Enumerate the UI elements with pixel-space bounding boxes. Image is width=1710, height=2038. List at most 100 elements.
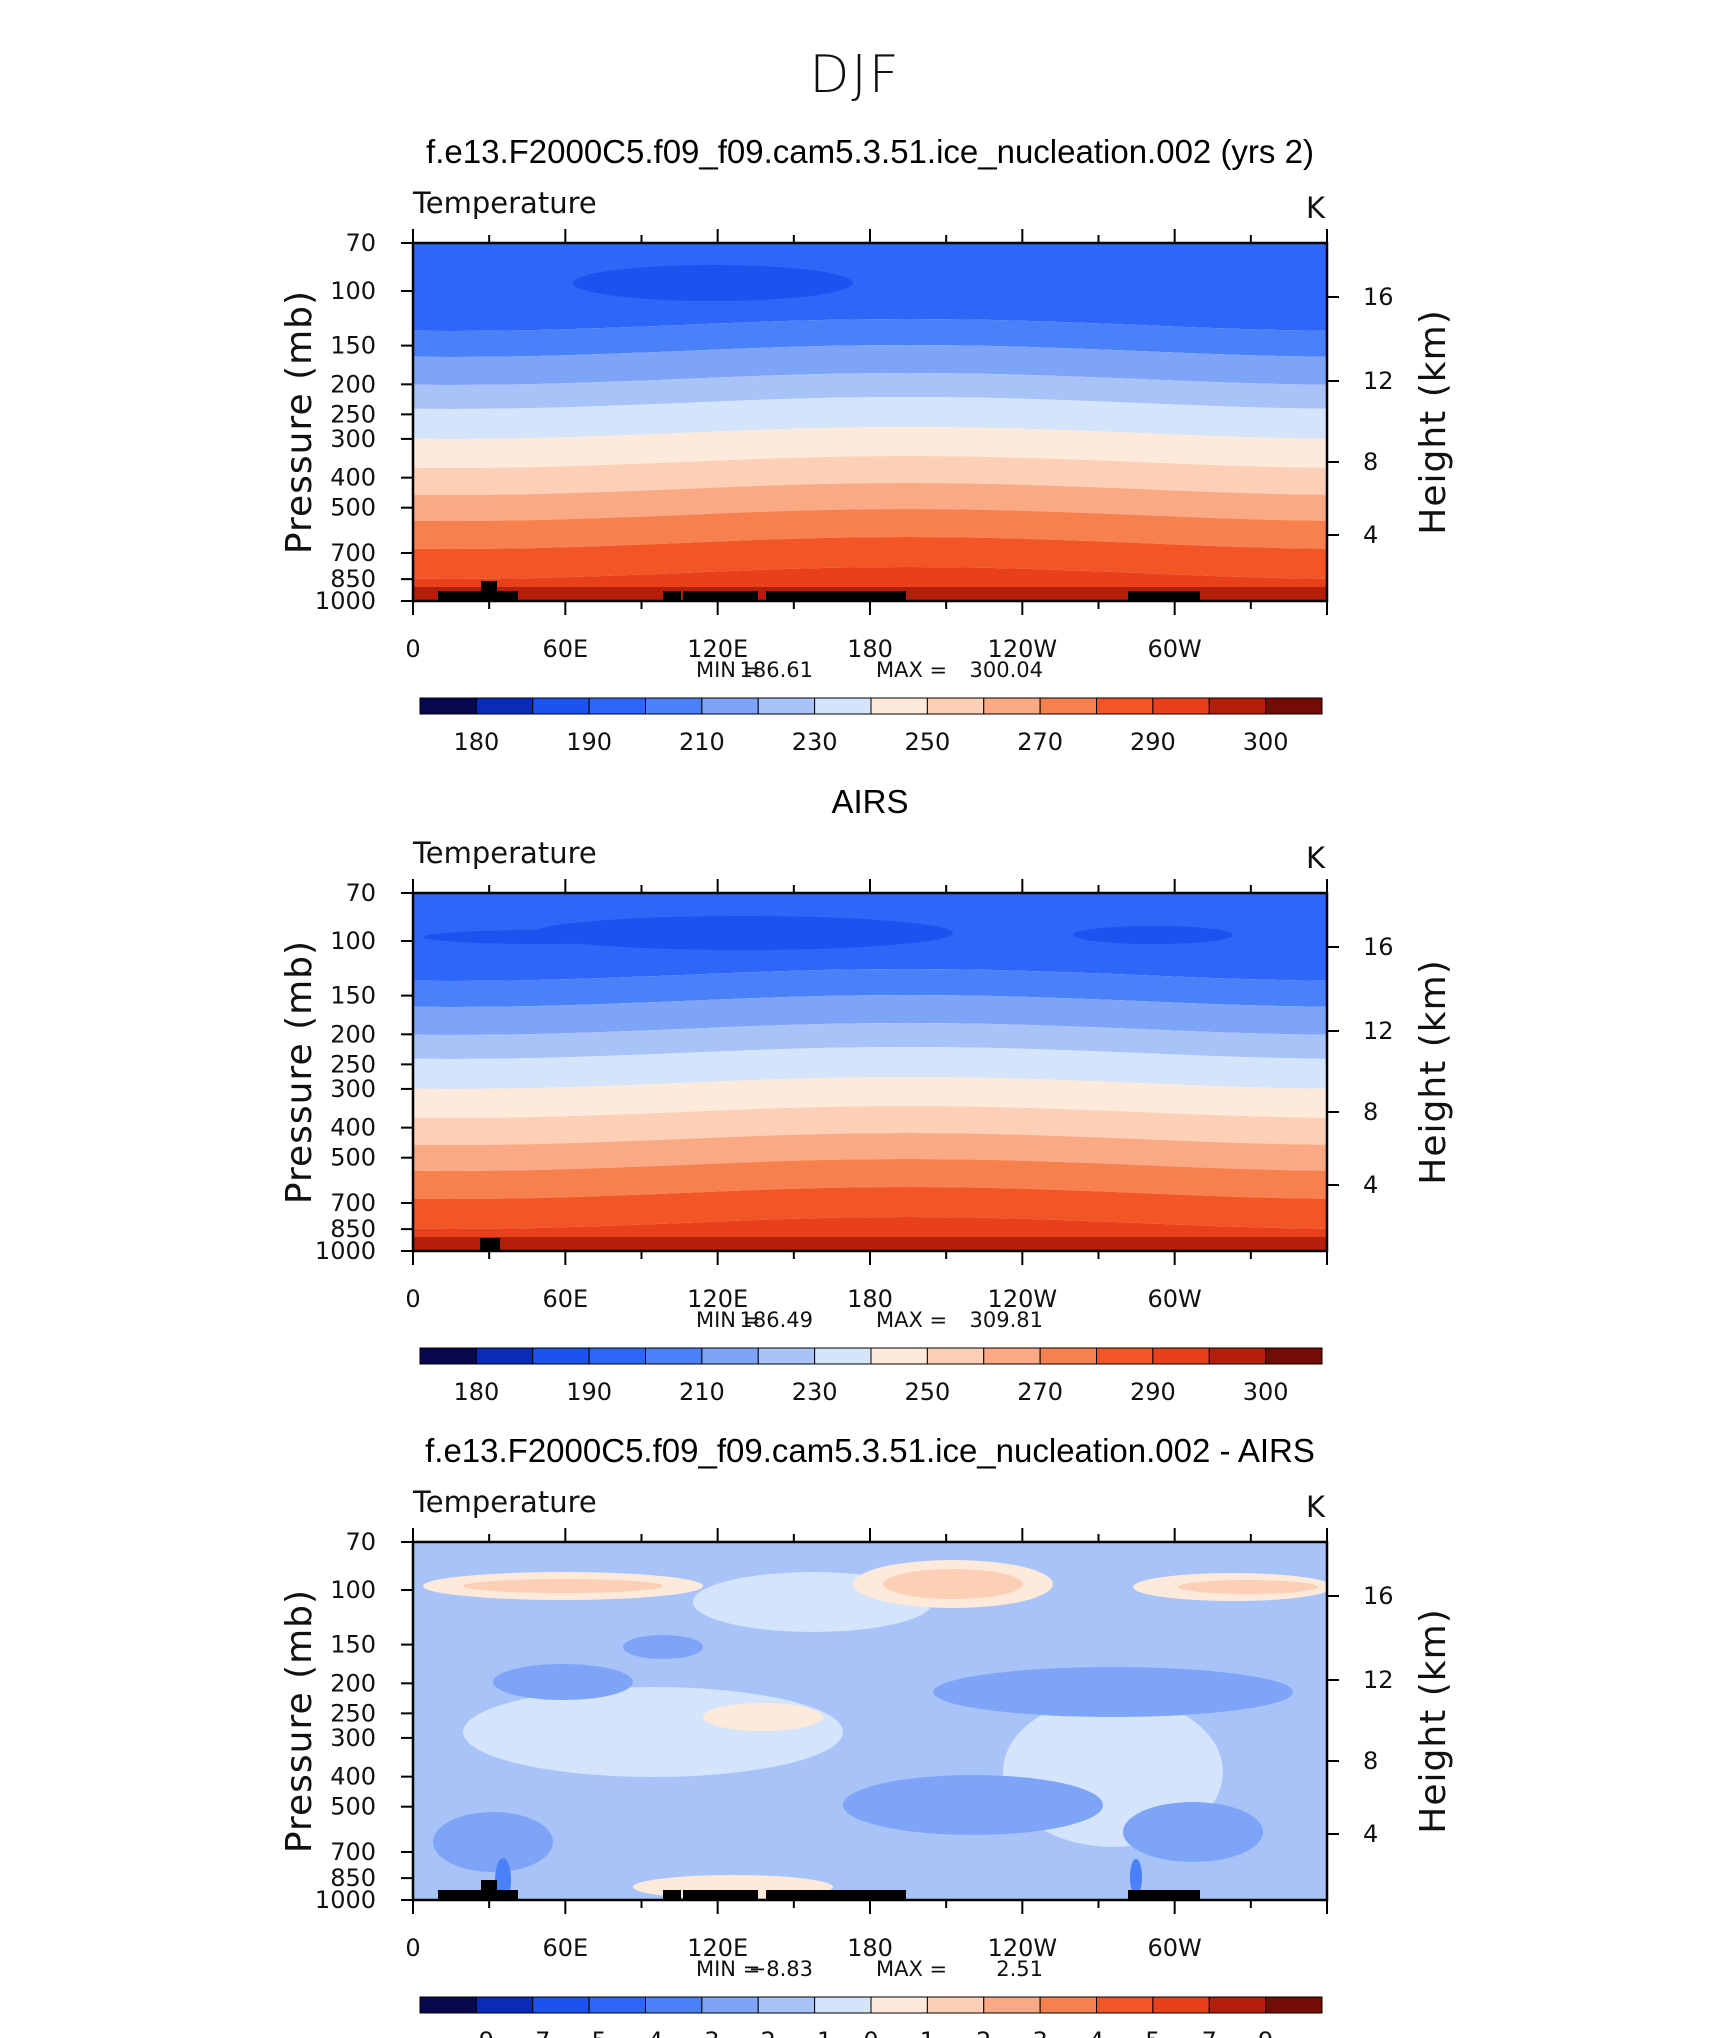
land-mask bbox=[1128, 1890, 1200, 1900]
stat-max-value: 2.51 bbox=[996, 1957, 1043, 1981]
stat-min-label: MIN = bbox=[696, 658, 760, 682]
temperature-band bbox=[413, 373, 1327, 409]
colorbar-swatch bbox=[532, 1347, 590, 1365]
pressure-tick-label: 100 bbox=[330, 277, 376, 305]
longitude-tick-label: 60E bbox=[542, 635, 588, 663]
colorbar-label: 7 bbox=[1202, 2027, 1217, 2038]
pressure-tick-label: 500 bbox=[330, 494, 376, 522]
land-mask bbox=[481, 1880, 497, 1890]
temperature-band bbox=[413, 1159, 1327, 1199]
pressure-tick-label: 200 bbox=[330, 370, 376, 398]
colorbar-swatch bbox=[588, 697, 646, 715]
height-tick-label: 12 bbox=[1363, 1017, 1394, 1045]
pressure-tick-label: 700 bbox=[330, 1189, 376, 1217]
colorbar-swatch bbox=[814, 1347, 872, 1365]
height-tick-label: 4 bbox=[1363, 1171, 1378, 1199]
figure-title: DJF bbox=[809, 45, 900, 105]
y2-axis-label: Height (km) bbox=[1413, 309, 1454, 534]
pressure-tick-label: 100 bbox=[330, 927, 376, 955]
colorbar-swatch bbox=[814, 697, 872, 715]
pressure-tick-label: 500 bbox=[330, 1793, 376, 1821]
colorbar-label: 4 bbox=[1089, 2027, 1104, 2038]
colorbar-swatch bbox=[1265, 1996, 1323, 2014]
height-tick-label: 16 bbox=[1363, 283, 1394, 311]
pressure-tick-label: 200 bbox=[330, 1020, 376, 1048]
colorbar-label: 270 bbox=[1017, 1378, 1063, 1406]
height-tick-label: 8 bbox=[1363, 448, 1378, 476]
colorbar-label: 300 bbox=[1243, 728, 1289, 756]
land-mask bbox=[1128, 591, 1200, 601]
pressure-tick-label: 500 bbox=[330, 1144, 376, 1172]
colorbar-label: 1 bbox=[920, 2027, 935, 2038]
warm-anomaly bbox=[463, 1579, 663, 1593]
longitude-tick-label: 60W bbox=[1148, 1285, 1202, 1313]
colorbar-label: 230 bbox=[792, 1378, 838, 1406]
y2-axis-label: Height (km) bbox=[1413, 1608, 1454, 1833]
colorbar-label: 9 bbox=[1258, 2027, 1273, 2038]
longitude-tick-label: 60W bbox=[1148, 635, 1202, 663]
colorbar-label: 0 bbox=[863, 2027, 878, 2038]
temperature-band bbox=[413, 397, 1327, 439]
field bbox=[413, 1542, 1327, 1900]
panel-model: f.e13.F2000C5.f09_f09.cam5.3.51.ice_nucl… bbox=[279, 133, 1454, 756]
colorbar-label: 250 bbox=[904, 728, 950, 756]
stat-max-label: MAX = bbox=[876, 658, 947, 682]
near-zero-region bbox=[463, 1687, 843, 1777]
temperature-band bbox=[413, 1106, 1327, 1145]
stat-min-label: MIN = bbox=[696, 1957, 760, 1981]
height-tick-label: 12 bbox=[1363, 1666, 1394, 1694]
colorbar-swatch bbox=[926, 1996, 985, 2014]
colorbar-swatch bbox=[1265, 697, 1323, 715]
warm-anomaly bbox=[1178, 1580, 1318, 1594]
colorbar-swatch bbox=[645, 1347, 703, 1365]
temperature-band bbox=[413, 969, 1327, 1007]
colorbar-label: 3 bbox=[1032, 2027, 1047, 2038]
colorbar-label: 2 bbox=[976, 2027, 991, 2038]
colorbar-swatch bbox=[983, 1347, 1041, 1365]
colorbar-swatch bbox=[645, 697, 703, 715]
colorbar-swatch bbox=[983, 697, 1041, 715]
height-tick-label: 16 bbox=[1363, 1582, 1394, 1610]
y-axis-label: Pressure (mb) bbox=[279, 940, 320, 1204]
cold-anomaly bbox=[933, 1667, 1293, 1717]
temperature-band bbox=[413, 345, 1327, 385]
colorbar-swatch bbox=[701, 1996, 759, 2014]
field bbox=[413, 893, 1327, 1251]
pressure-tick-label: 700 bbox=[330, 539, 376, 567]
temperature-band bbox=[413, 1023, 1327, 1059]
colorbar-swatch bbox=[1039, 1996, 1097, 2014]
cold-tropopause-region bbox=[1073, 926, 1233, 944]
longitude-tick-label: 120E bbox=[687, 635, 748, 663]
colorbar-swatch bbox=[870, 1996, 928, 2014]
panel-difference: f.e13.F2000C5.f09_f09.cam5.3.51.ice_nucl… bbox=[279, 1432, 1454, 2038]
y-axis-label: Pressure (mb) bbox=[279, 1589, 320, 1853]
y-axis-label: Pressure (mb) bbox=[279, 290, 320, 554]
colorbar-label: 5 bbox=[1145, 2027, 1160, 2038]
panel-title: AIRS bbox=[831, 783, 908, 820]
colorbar-swatch bbox=[419, 697, 477, 715]
colorbar-label: −7 bbox=[515, 2027, 550, 2038]
land-mask bbox=[766, 591, 906, 601]
colorbar-swatch bbox=[532, 1996, 590, 2014]
pressure-tick-label: 400 bbox=[330, 464, 376, 492]
colorbar-label: 210 bbox=[679, 728, 725, 756]
pressure-tick-label: 1000 bbox=[315, 1237, 376, 1265]
temperature-band bbox=[413, 319, 1327, 357]
longitude-tick-label: 120W bbox=[988, 1285, 1058, 1313]
units-label: K bbox=[1306, 1490, 1326, 1524]
cold-tropopause-region bbox=[573, 265, 853, 301]
colorbar-swatch bbox=[1152, 697, 1210, 715]
colorbar-swatch bbox=[1208, 1347, 1267, 1365]
colorbar-label: −5 bbox=[571, 2027, 606, 2038]
temperature-band bbox=[413, 243, 1327, 331]
land-mask bbox=[683, 1890, 758, 1900]
cold-anomaly bbox=[623, 1635, 703, 1659]
pressure-tick-label: 850 bbox=[330, 1215, 376, 1243]
colorbar-label: 300 bbox=[1243, 1378, 1289, 1406]
longitude-tick-label: 60W bbox=[1148, 1934, 1202, 1962]
colorbar: 180 190 210 230 250 270 290 300 bbox=[419, 1347, 1323, 1406]
